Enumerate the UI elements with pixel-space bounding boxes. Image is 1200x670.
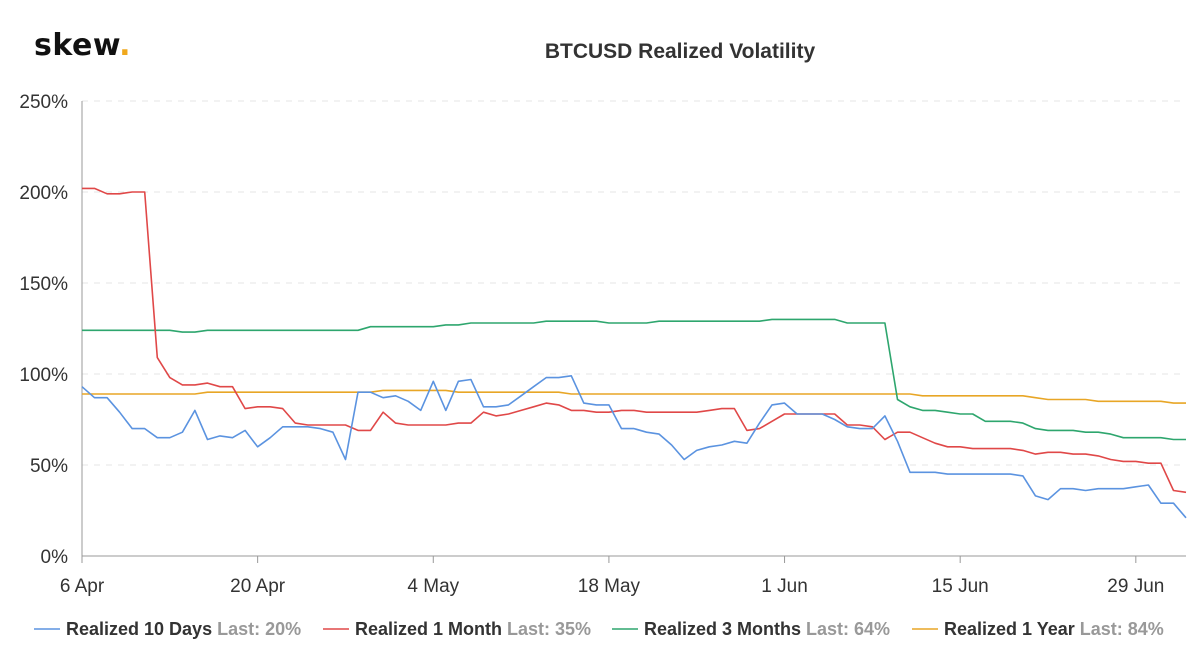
y-tick-label: 200% [19, 183, 68, 204]
legend-item-label: Realized 10 Days Last: 20% [66, 619, 301, 639]
y-tick-label: 0% [41, 547, 69, 568]
legend-last-value: Last: 84% [1080, 619, 1164, 639]
logo-dot: . [119, 28, 132, 63]
y-tick-label: 50% [30, 456, 68, 477]
x-tick-label: 18 May [578, 576, 641, 597]
grid-lines [82, 100, 1186, 466]
series-line-realized-1-year [82, 389, 1186, 404]
legend-item-label: Realized 1 Year Last: 84% [944, 619, 1164, 639]
x-tick-label: 1 Jun [761, 576, 807, 597]
skew-logo: skew. [34, 28, 131, 63]
y-tick-label: 250% [19, 92, 68, 113]
legend-last-value: Last: 35% [507, 619, 591, 639]
y-tick-label: 100% [19, 365, 68, 386]
x-tick-label: 20 Apr [230, 576, 286, 597]
legend-last-value: Last: 20% [217, 619, 301, 639]
legend-last-value: Last: 64% [806, 619, 890, 639]
legend-item-label: Realized 3 Months Last: 64% [644, 619, 890, 639]
series-line-realized-3-months [82, 318, 1186, 441]
axes: 0% 50% 100% 150% 200% 250% 6 Apr 20 Apr 4 May 18 … [19, 92, 1186, 597]
x-tick-label: 15 Jun [932, 576, 989, 597]
legend-item-label: Realized 1 Month Last: 35% [355, 619, 591, 639]
logo-text: skew [34, 28, 120, 63]
series-line-realized-10-days [81, 374, 1187, 519]
x-tick-label: 29 Jun [1107, 576, 1164, 597]
series-lines [81, 187, 1187, 519]
chart-title: BTCUSD Realized Volatility [544, 40, 816, 63]
legend: Realized 10 Days Last: 20% Realized 1 Mon… [34, 619, 1164, 639]
y-tick-label: 150% [19, 274, 68, 295]
x-tick-label: 4 May [407, 576, 459, 597]
x-tick-label: 6 Apr [60, 576, 105, 597]
series-line-realized-1-month [82, 187, 1187, 494]
